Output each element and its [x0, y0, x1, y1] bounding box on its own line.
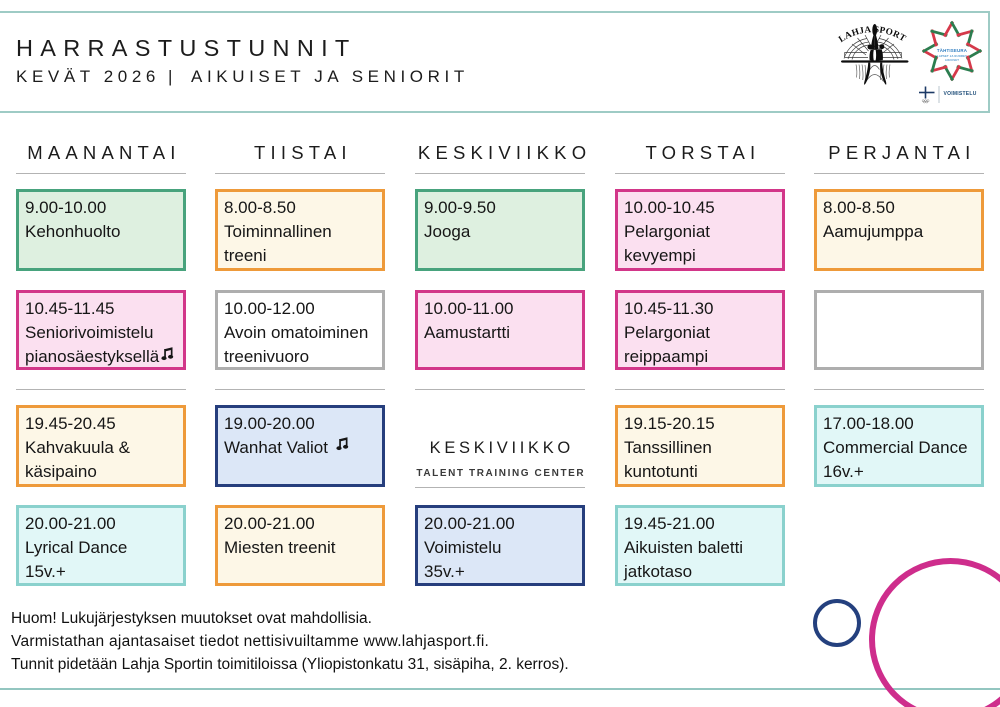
- svg-text:VOIMISTELU: VOIMISTELU: [944, 91, 977, 97]
- svg-text:AIKUISET: AIKUISET: [945, 58, 959, 62]
- svg-text:TÄHTISEURA: TÄHTISEURA: [937, 48, 968, 53]
- svg-text:LAPSET JA NUORET: LAPSET JA NUORET: [937, 54, 967, 58]
